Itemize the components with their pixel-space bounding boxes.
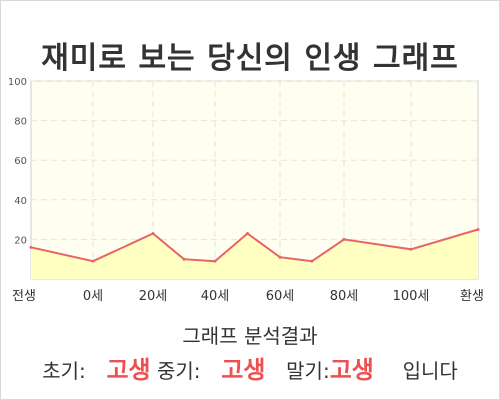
grid-lines — [31, 80, 478, 279]
x-tick-label: 40세 — [201, 289, 230, 304]
x-axis-ticks: 전생 0세 20세 40세 60세 80세 100세 환생 — [12, 289, 484, 304]
analysis-heading: 그래프 분석결과 — [182, 324, 318, 348]
area-fill — [31, 229, 478, 279]
mid-result: 고생 — [221, 356, 266, 384]
y-tick-label: 80 — [14, 117, 27, 128]
early-label: 초기: — [42, 359, 86, 383]
x-tick-label: 80세 — [330, 289, 359, 304]
data-point — [246, 231, 249, 235]
data-points — [29, 228, 480, 263]
x-tick-label: 100세 — [393, 289, 430, 304]
data-point — [151, 231, 155, 235]
data-point — [91, 259, 95, 263]
data-point — [476, 228, 480, 231]
analysis-result-line: 초기: 고생 중기: 고생 말기:고생 입니다 — [0, 350, 500, 385]
x-tick-label: 60세 — [266, 289, 295, 304]
life-graph-chart: 20 40 60 80 100 전생 0세 20세 40세 60세 80세 100세 환생 — [8, 77, 484, 304]
x-tick-label: 전생 — [12, 289, 36, 304]
y-axis-ticks: 20 40 60 80 100 — [8, 77, 27, 246]
early-result: 고생 — [106, 356, 151, 384]
x-tick-label: 환생 — [460, 289, 484, 304]
x-tick-label: 0세 — [83, 289, 103, 304]
late-result: 고생 — [329, 356, 374, 384]
late-label: 말기: — [286, 359, 330, 383]
y-tick-label: 20 — [14, 235, 27, 246]
page-title: 재미로 보는 당신의 인생 그래프 — [41, 41, 459, 76]
data-point — [342, 237, 346, 241]
x-tick-label: 20세 — [139, 289, 168, 304]
data-point — [29, 245, 33, 249]
data-point — [310, 259, 314, 263]
data-point — [278, 255, 282, 259]
result-suffix: 입니다 — [402, 359, 458, 383]
mid-label: 중기: — [157, 359, 201, 383]
y-tick-label: 40 — [14, 196, 27, 207]
y-tick-label: 100 — [8, 77, 27, 88]
y-tick-label: 60 — [14, 156, 27, 167]
data-point — [409, 247, 413, 251]
data-point — [213, 259, 217, 263]
data-point — [182, 257, 186, 261]
